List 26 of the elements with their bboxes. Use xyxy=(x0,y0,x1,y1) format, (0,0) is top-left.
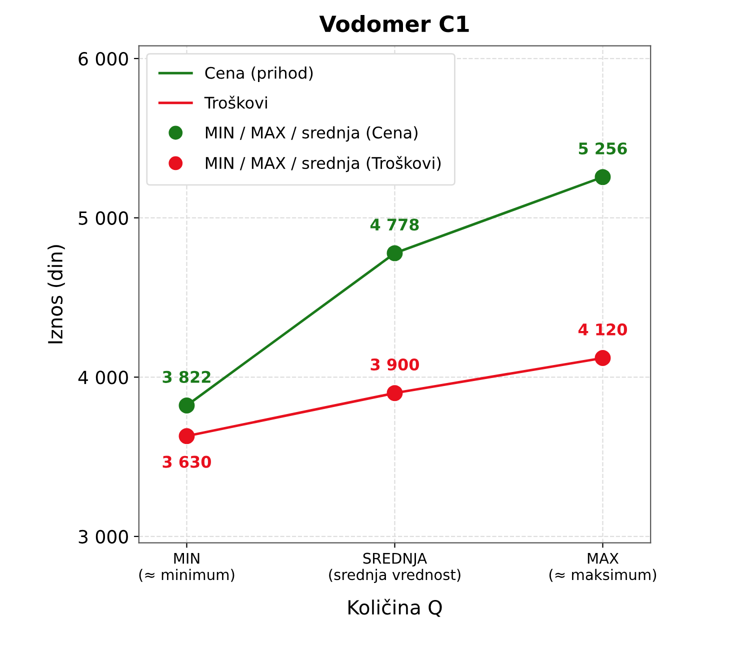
y-tick-label: 6 000 xyxy=(78,52,128,66)
legend-label: Troškovi xyxy=(204,96,267,109)
x-tick-label: MIN (≈ minimum) xyxy=(139,552,234,582)
legend-label: MIN / MAX / srednja (Cena) xyxy=(206,126,418,142)
legend-label: MIN / MAX / srednja (Troškovi) xyxy=(206,156,441,172)
data-label: 3 900 xyxy=(370,358,419,371)
chart-title: Vodomer C1 xyxy=(319,15,469,32)
point xyxy=(594,169,611,186)
x-axis-title: Količina Q xyxy=(348,598,442,617)
y-tick-label: 5 000 xyxy=(78,211,128,225)
point xyxy=(178,398,195,414)
data-label: 3 822 xyxy=(162,370,210,383)
x-tick-label: MAX (≈ maksimum) xyxy=(549,552,656,582)
point xyxy=(594,350,611,366)
y-tick-label: 3 000 xyxy=(78,530,128,544)
data-label: 5 256 xyxy=(578,142,627,155)
data-label: 3 630 xyxy=(162,456,211,468)
point xyxy=(386,245,403,262)
data-label: 4 120 xyxy=(578,323,627,336)
data-label: 4 778 xyxy=(370,218,419,231)
point xyxy=(386,385,403,402)
point xyxy=(178,428,195,444)
y-tick-label: 4 000 xyxy=(78,370,128,384)
x-tick-label: SREDNJA (srednja vrednost) xyxy=(329,552,460,583)
legend-label: Cena (prihod) xyxy=(205,66,313,82)
y-axis-title: Iznos (din) xyxy=(48,245,65,344)
